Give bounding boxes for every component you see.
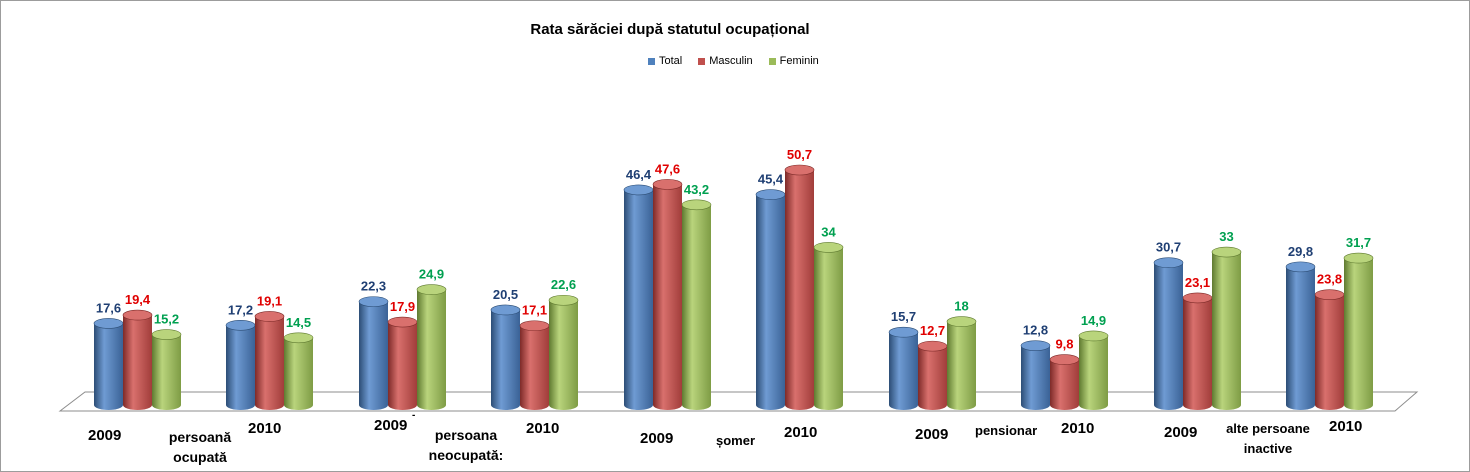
bar-masculin — [1182, 292, 1213, 410]
bar-masculin — [122, 309, 153, 410]
legend-swatch-total — [648, 57, 655, 65]
data-label-feminin: 43,2 — [684, 182, 709, 197]
tick-label: 2009 — [374, 417, 408, 434]
bar-total — [1020, 340, 1051, 410]
tick-label: 2010 — [248, 420, 282, 437]
bar-feminin — [548, 294, 579, 410]
bar-masculin — [519, 320, 550, 410]
bar-masculin — [917, 340, 948, 410]
tick-label: 2010 — [784, 424, 818, 441]
group-label-persoana-ocupata: persoană ocupată — [168, 429, 232, 465]
bar-total — [888, 326, 919, 410]
bar-masculin — [254, 311, 285, 410]
data-label-total: 17,2 — [228, 302, 253, 317]
bar-feminin — [681, 199, 712, 410]
data-label-masculin: 9,8 — [1055, 337, 1073, 352]
data-label-total: 15,7 — [891, 309, 916, 324]
data-label-feminin: 31,7 — [1346, 235, 1371, 250]
data-label-masculin: 50,7 — [787, 147, 812, 162]
bar-masculin — [1049, 354, 1080, 410]
data-label-feminin: 14,5 — [286, 315, 311, 330]
data-label-masculin: 17,9 — [390, 299, 415, 314]
bar-masculin — [387, 316, 418, 410]
bar-total — [1153, 257, 1184, 410]
data-label-feminin: 34 — [821, 224, 836, 239]
legend-item-total: Total — [648, 55, 682, 67]
legend-label-masculin: Masculin — [709, 55, 753, 67]
tick-label: 2009 — [915, 426, 949, 443]
bar-feminin — [283, 332, 314, 410]
data-label-masculin: 23,8 — [1317, 272, 1342, 287]
legend-label-feminin: Feminin — [779, 55, 819, 67]
bar-feminin — [1343, 252, 1374, 410]
data-label-masculin: 17,1 — [522, 303, 547, 318]
legend-swatch-feminin — [768, 57, 776, 65]
bar-total — [358, 296, 389, 410]
bar-total — [225, 319, 256, 410]
group-label-somer: șomer — [716, 433, 756, 448]
data-label-masculin: 47,6 — [655, 161, 680, 176]
data-label-masculin: 19,4 — [125, 292, 151, 307]
data-label-total: 17,6 — [96, 300, 121, 315]
bar-total — [623, 184, 654, 410]
bar-feminin — [1211, 246, 1242, 410]
data-label-feminin: 22,6 — [551, 277, 576, 292]
data-label-feminin: 18 — [954, 299, 968, 314]
bar-feminin — [151, 329, 182, 410]
bar-feminin — [946, 316, 977, 410]
data-label-total: 22,3 — [361, 279, 386, 294]
bar-total — [490, 304, 521, 410]
legend-item-masculin: Masculin — [698, 55, 753, 67]
data-label-total: 46,4 — [626, 167, 652, 182]
tick-label: 2009 — [640, 430, 674, 447]
data-label-total: 12,8 — [1023, 323, 1048, 338]
tick-label: 2009 — [1164, 424, 1198, 441]
data-label-masculin: 19,1 — [257, 293, 282, 308]
legend-item-feminin: Feminin — [768, 55, 819, 67]
data-label-total: 30,7 — [1156, 240, 1181, 255]
bar-feminin — [813, 242, 844, 410]
group-label-alte-persoane-inactive: alte persoane inactive — [1226, 421, 1310, 456]
data-label-masculin: 23,1 — [1185, 275, 1210, 290]
data-label-feminin: 24,9 — [419, 267, 444, 282]
data-label-feminin: 14,9 — [1081, 313, 1106, 328]
data-label-feminin: 33 — [1219, 229, 1233, 244]
bar-masculin — [652, 179, 683, 410]
bar-total — [1285, 261, 1316, 410]
bar-total — [93, 318, 124, 410]
bar-total — [755, 189, 786, 410]
bar-feminin — [416, 284, 447, 410]
data-label-total: 29,8 — [1288, 244, 1313, 259]
tick-label: 2010 — [526, 420, 560, 437]
chart-title: Rata sărăciei după statutul ocupațional — [530, 21, 810, 38]
legend-swatch-masculin — [698, 57, 706, 65]
bar-feminin — [1078, 330, 1109, 410]
group-label-pensionar: pensionar — [975, 423, 1038, 438]
bar-masculin — [784, 164, 815, 410]
data-label-total: 20,5 — [493, 287, 518, 302]
tick-label: 2009 — [88, 427, 122, 444]
legend: Total Masculin Feminin — [648, 55, 819, 67]
data-label-feminin: 15,2 — [154, 312, 179, 327]
tick-label: 2010 — [1329, 418, 1363, 435]
legend-label-total: Total — [659, 55, 683, 67]
bar-masculin — [1314, 289, 1345, 410]
data-label-masculin: 12,7 — [920, 323, 945, 338]
stray-mark: - — [412, 410, 416, 421]
tick-label: 2010 — [1061, 420, 1095, 437]
data-label-total: 45,4 — [758, 172, 784, 187]
group-label-persoana-neocupata: persoana neocupată: — [428, 427, 504, 463]
